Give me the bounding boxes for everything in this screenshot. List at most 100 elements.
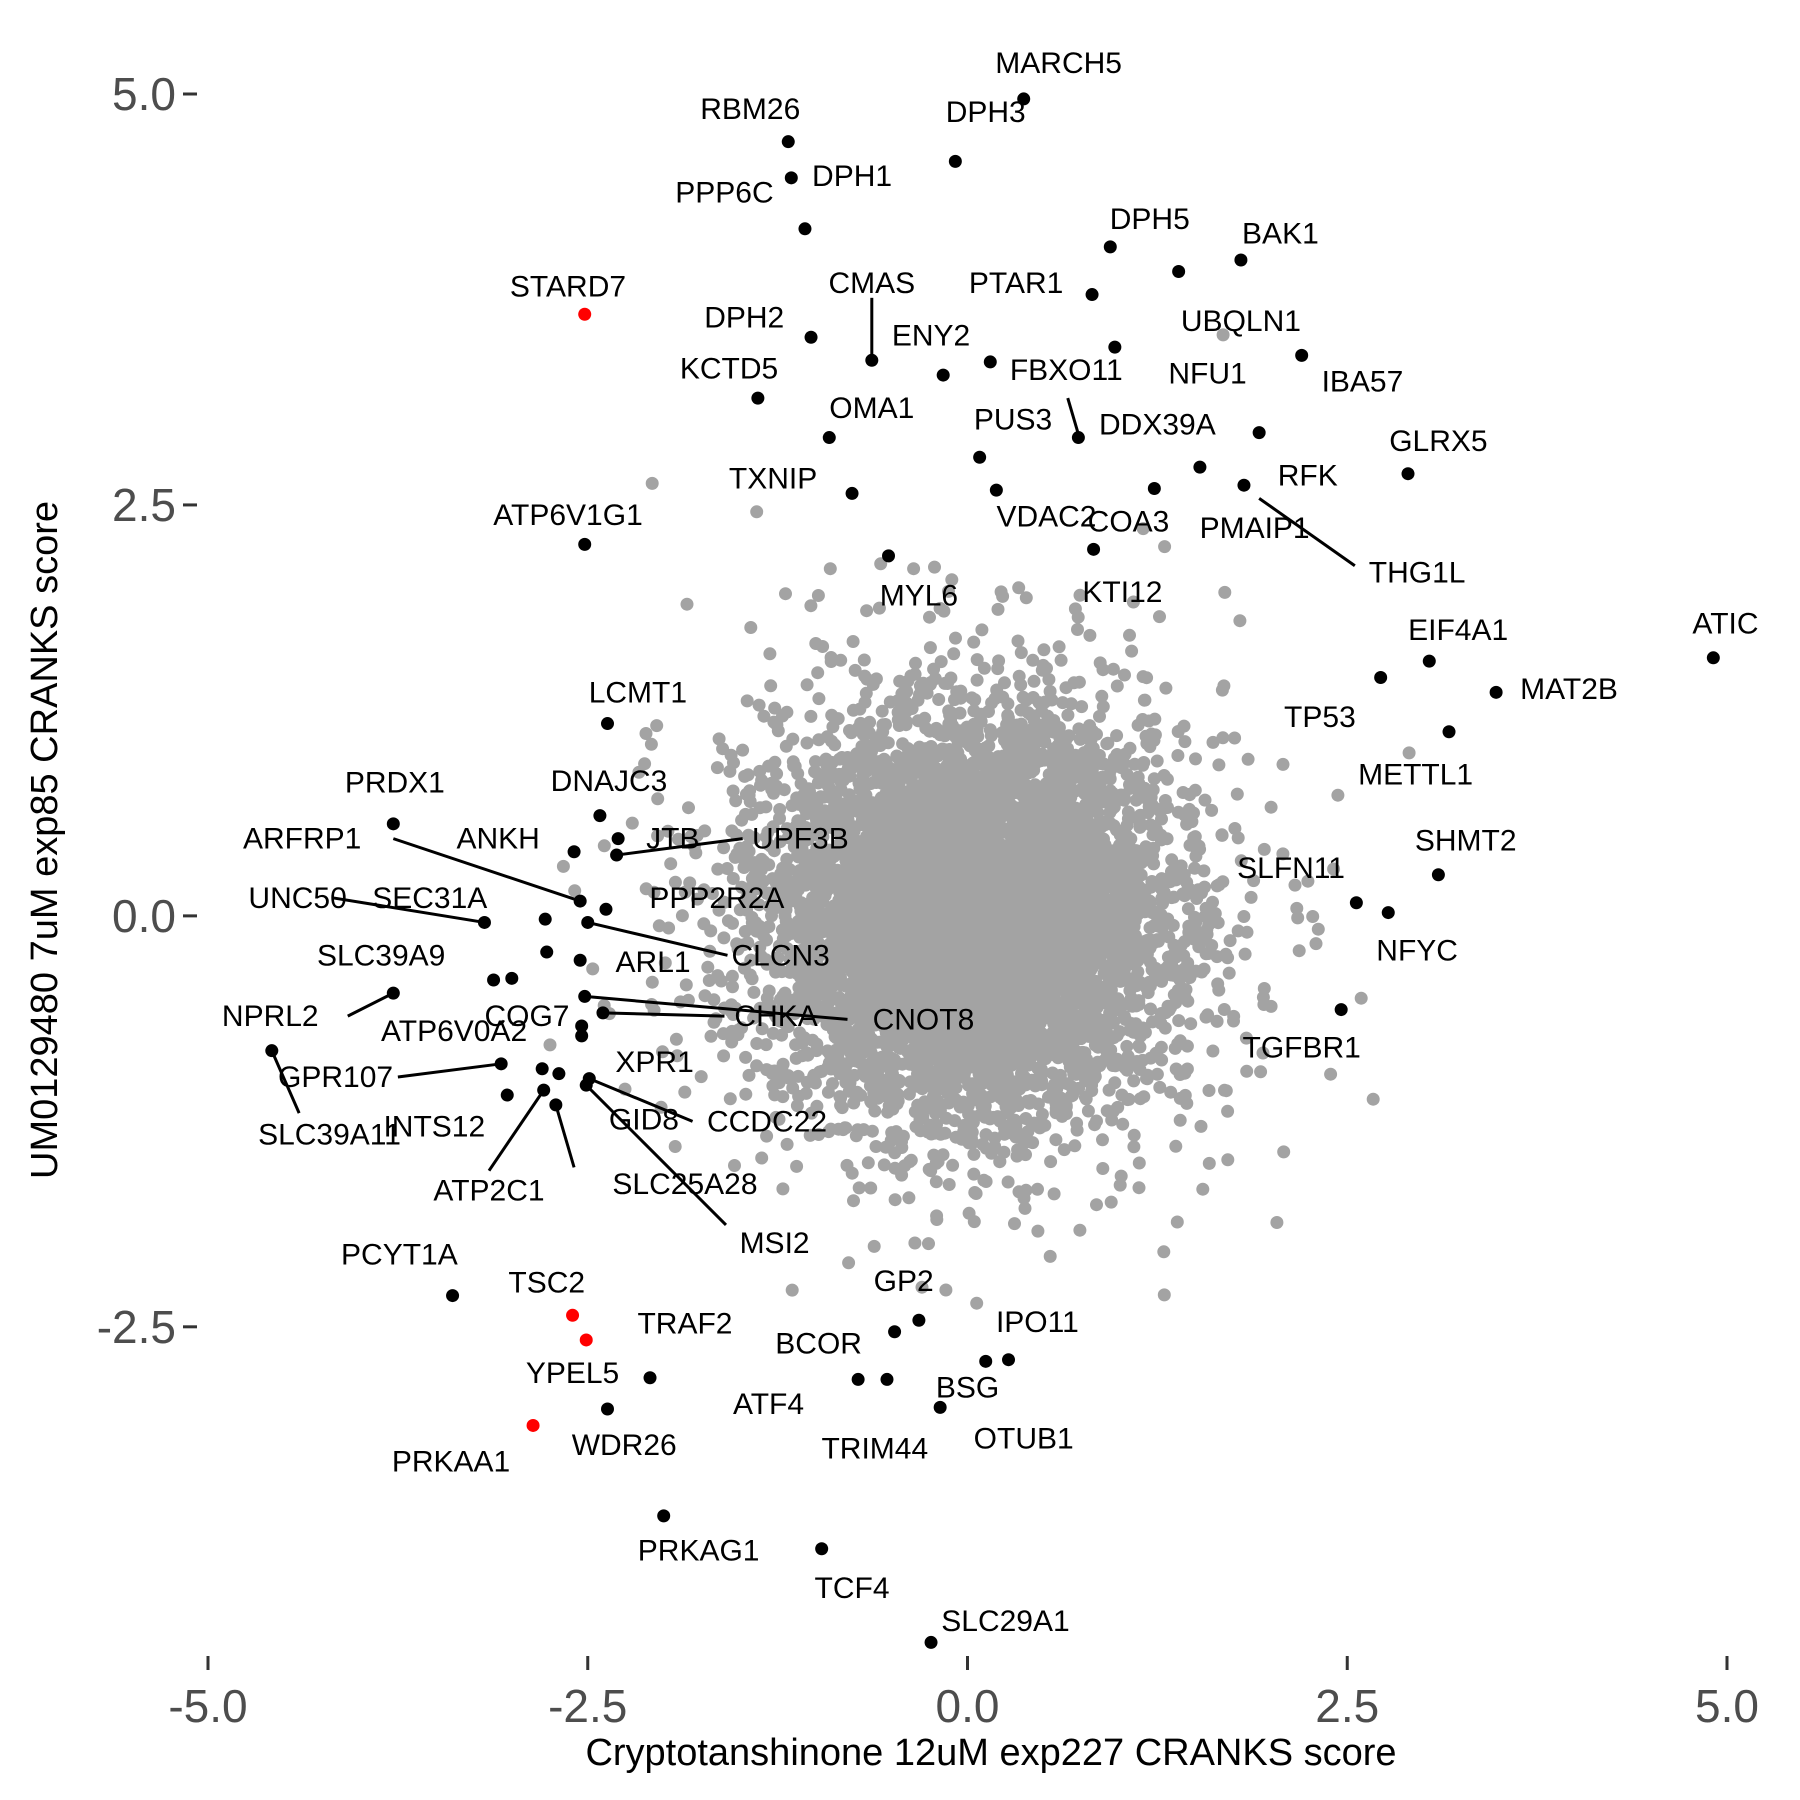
gene-point-mat2b — [1489, 685, 1503, 699]
labeled-points-layer — [265, 92, 1720, 1649]
gene-point-ppp2r2a — [599, 902, 613, 916]
gene-label-ddx39a: DDX39A — [1099, 408, 1216, 441]
gene-label-slc29a1: SLC29A1 — [941, 1605, 1069, 1638]
gene-label-pmaip1: PMAIP1 — [1200, 512, 1310, 545]
x-tick-label: -5.0 — [168, 1680, 247, 1732]
gene-point-sec31a — [538, 912, 552, 926]
gene-label-atp6v1g1: ATP6V1G1 — [493, 499, 643, 532]
gene-point-rfk — [1237, 478, 1251, 492]
gene-point-thg1l — [1252, 426, 1266, 440]
gene-point-tcf4 — [815, 1542, 829, 1556]
gene-label-myl6: MYL6 — [880, 579, 958, 612]
gene-point-ints12 — [535, 1062, 549, 1076]
gene-point-clcn3 — [581, 915, 595, 929]
gene-label-bcor: BCOR — [775, 1327, 862, 1360]
gene-point-gpr107 — [494, 1057, 508, 1071]
x-axis-title: Cryptotanshinone 12uM exp227 CRANKS scor… — [585, 1732, 1396, 1774]
gene-point-eny2 — [936, 368, 950, 382]
leader-line — [1066, 397, 1080, 435]
gene-point-mettl1 — [1442, 725, 1456, 739]
gene-label-slfn11: SLFN11 — [1237, 852, 1345, 885]
gene-label-ints12: INTS12 — [383, 1110, 485, 1143]
gene-point-trim44 — [880, 1372, 894, 1386]
gene-label-stard7: STARD7 — [510, 270, 626, 303]
gene-label-atic: ATIC — [1692, 607, 1758, 640]
gene-point-arfrp1 — [573, 894, 587, 908]
gene-label-arl1: ARL1 — [616, 946, 691, 979]
gene-point-ints12 — [500, 1088, 514, 1102]
gene-point-ipo11 — [1002, 1353, 1016, 1367]
gene-point-pcyt1a — [446, 1289, 460, 1303]
gene-label-tgfbr1: TGFBR1 — [1243, 1031, 1361, 1064]
gene-label-prkaa1: PRKAA1 — [392, 1446, 510, 1479]
gene-label-tp53: TP53 — [1284, 701, 1356, 734]
gene-point-gid8 — [552, 1067, 566, 1081]
gene-label-dph2: DPH2 — [704, 302, 784, 335]
leader-line — [347, 991, 394, 1018]
leader-line — [587, 920, 728, 957]
gene-label-ubqln1: UBQLN1 — [1181, 305, 1301, 338]
gene-point-slc25a28 — [549, 1098, 563, 1112]
gene-label-mettl1: METTL1 — [1358, 759, 1473, 792]
gene-label-dph1: DPH1 — [812, 160, 892, 193]
gene-label-atp2c1: ATP2C1 — [433, 1174, 544, 1207]
gene-point-nfyc — [1381, 906, 1395, 920]
gene-point-tgfbr1 — [1334, 1003, 1348, 1017]
gene-point-unc50 — [477, 915, 491, 929]
gene-point-dph2 — [804, 330, 818, 344]
leader-line — [588, 1077, 694, 1123]
gene-point-wdr26 — [600, 1402, 614, 1416]
gene-label-txnip: TXNIP — [729, 463, 817, 496]
gene-point-atf4 — [851, 1372, 865, 1386]
gene-point-atp6v1g1 — [578, 537, 592, 551]
gene-point-prkag1 — [657, 1509, 671, 1523]
gene-label-glrx5: GLRX5 — [1389, 425, 1487, 458]
gene-label-thg1l: THG1L — [1369, 556, 1466, 589]
x-tick-label: -2.5 — [548, 1680, 627, 1732]
gene-point-bsg — [933, 1400, 947, 1414]
leader-line — [270, 1050, 301, 1114]
gene-point-eif4a1 — [1422, 654, 1436, 668]
gene-point-atic — [1706, 651, 1720, 665]
gene-label-arfrp1: ARFRP1 — [243, 823, 361, 856]
gene-label-lcmt1: LCMT1 — [589, 676, 687, 709]
gene-label-march5: MARCH5 — [995, 47, 1122, 80]
gene-point-msi2 — [579, 1078, 593, 1092]
leader-line — [397, 1062, 502, 1079]
gene-point-ipo11 — [979, 1354, 993, 1368]
gene-point-dph5 — [1103, 240, 1117, 254]
gene-point-pmaip1 — [1193, 460, 1207, 474]
gene-label-clcn3: CLCN3 — [731, 939, 829, 972]
gene-point-slc39a9 — [505, 971, 519, 985]
gene-label-chka: CHKA — [734, 1000, 817, 1033]
gene-label-ankh: ANKH — [456, 823, 539, 856]
gene-label-tcf4: TCF4 — [815, 1572, 890, 1605]
gene-point-glrx5 — [1401, 467, 1415, 481]
gene-label-iba57: IBA57 — [1322, 366, 1404, 399]
gene-point-nprl2 — [386, 986, 400, 1000]
gene-label-eif4a1: EIF4A1 — [1408, 614, 1508, 647]
gene-label-kctd5: KCTD5 — [680, 353, 778, 386]
leader-line — [616, 837, 743, 857]
gene-label-gid8: GID8 — [609, 1104, 679, 1137]
gene-point-fbxo11 — [983, 355, 997, 369]
gene-point-atp6v0a2 — [575, 1019, 589, 1033]
leader-line — [585, 1084, 728, 1226]
gene-point-kctd5 — [751, 391, 765, 405]
gene-label-prkag1: PRKAG1 — [638, 1534, 760, 1567]
gene-point-cnot8 — [596, 1006, 610, 1020]
y-axis-title: UM0129480 7uM exp85 CRANKS score — [24, 501, 66, 1179]
gene-label-atf4: ATF4 — [733, 1388, 804, 1421]
gene-label-sec31a: SEC31A — [372, 882, 487, 915]
leader-line — [332, 896, 485, 924]
y-tick-label: -2.5 — [97, 1301, 176, 1353]
axes-layer: -5.0 -2.5 0.0 2.5 5.0 -2.5 0.0 2.5 5.0 — [97, 68, 1759, 1732]
gene-point-ptar1 — [1085, 288, 1099, 302]
gene-point-txnip — [845, 486, 859, 500]
gene-label-pcyt1a: PCYT1A — [341, 1238, 458, 1271]
gene-point-chka — [578, 989, 592, 1003]
gene-label-fbxo11: FBXO11 — [1010, 354, 1123, 387]
y-tick-label: 0.0 — [112, 890, 176, 942]
gene-label-nfu1: NFU1 — [1168, 357, 1246, 390]
